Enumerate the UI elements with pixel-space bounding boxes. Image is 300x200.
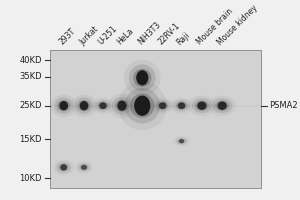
Ellipse shape — [77, 100, 91, 111]
Ellipse shape — [75, 161, 93, 173]
Text: 25KD: 25KD — [20, 101, 42, 110]
Ellipse shape — [71, 95, 97, 117]
Ellipse shape — [195, 101, 209, 111]
Text: Mouse kidney: Mouse kidney — [216, 3, 260, 47]
Ellipse shape — [80, 101, 88, 110]
Ellipse shape — [136, 70, 148, 85]
Ellipse shape — [118, 81, 167, 130]
Ellipse shape — [151, 98, 174, 114]
Text: 40KD: 40KD — [20, 56, 42, 65]
Text: 35KD: 35KD — [20, 72, 42, 81]
Text: Jurkat: Jurkat — [78, 24, 100, 47]
Ellipse shape — [94, 100, 111, 112]
Ellipse shape — [179, 139, 184, 143]
Ellipse shape — [178, 102, 185, 109]
Ellipse shape — [170, 98, 193, 114]
Ellipse shape — [97, 102, 109, 110]
Text: U-251: U-251 — [97, 24, 119, 47]
Ellipse shape — [124, 88, 160, 124]
Ellipse shape — [115, 100, 129, 112]
Ellipse shape — [157, 102, 168, 110]
Ellipse shape — [117, 101, 127, 111]
Ellipse shape — [154, 100, 171, 112]
Ellipse shape — [60, 164, 67, 171]
Ellipse shape — [176, 137, 188, 145]
Ellipse shape — [159, 102, 167, 109]
Text: 15KD: 15KD — [20, 135, 42, 144]
Ellipse shape — [59, 101, 68, 110]
Ellipse shape — [134, 96, 150, 116]
Ellipse shape — [112, 97, 132, 115]
Text: 293T: 293T — [57, 27, 77, 47]
Ellipse shape — [77, 163, 91, 172]
Ellipse shape — [197, 101, 206, 110]
Ellipse shape — [215, 101, 229, 111]
Ellipse shape — [54, 98, 73, 114]
Ellipse shape — [74, 98, 94, 114]
Ellipse shape — [212, 98, 232, 113]
Text: PSMA2: PSMA2 — [270, 101, 298, 110]
Ellipse shape — [173, 136, 190, 146]
Ellipse shape — [178, 139, 186, 144]
Ellipse shape — [130, 94, 154, 118]
Text: NIH3T3: NIH3T3 — [136, 20, 162, 47]
Ellipse shape — [58, 164, 69, 171]
Ellipse shape — [57, 100, 70, 111]
Ellipse shape — [99, 102, 107, 109]
Text: 22RV-1: 22RV-1 — [156, 21, 182, 47]
Ellipse shape — [81, 165, 87, 170]
Ellipse shape — [53, 160, 74, 175]
Ellipse shape — [129, 64, 156, 91]
Text: HeLa: HeLa — [116, 26, 136, 47]
Ellipse shape — [192, 98, 212, 113]
Text: 10KD: 10KD — [20, 174, 42, 183]
Text: Raji: Raji — [175, 30, 192, 47]
Ellipse shape — [92, 98, 114, 114]
Ellipse shape — [51, 95, 77, 117]
Ellipse shape — [188, 96, 216, 116]
Ellipse shape — [80, 164, 88, 170]
Ellipse shape — [176, 102, 187, 110]
Ellipse shape — [218, 101, 227, 110]
Ellipse shape — [208, 96, 236, 116]
Ellipse shape — [133, 69, 152, 87]
Bar — [50, 50, 262, 188]
Ellipse shape — [173, 100, 190, 112]
Ellipse shape — [56, 162, 71, 173]
Ellipse shape — [124, 60, 160, 96]
Ellipse shape — [108, 94, 136, 118]
Text: Mouse brain: Mouse brain — [196, 7, 235, 47]
